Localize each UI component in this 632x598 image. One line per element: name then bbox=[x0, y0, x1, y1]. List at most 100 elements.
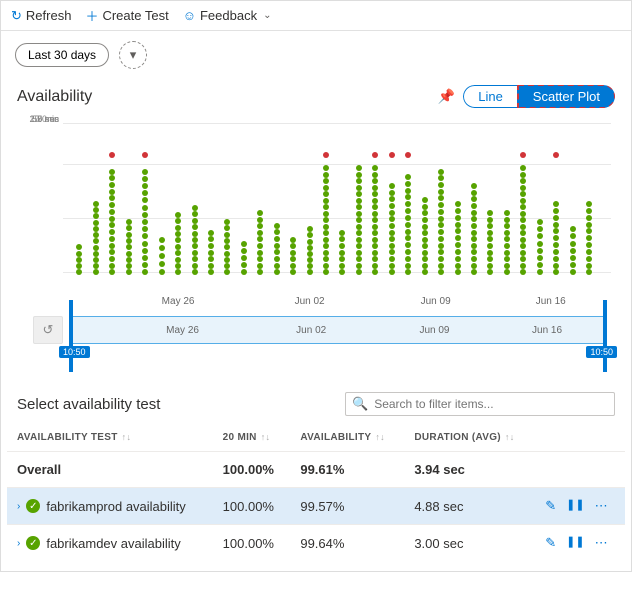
scatter-point[interactable] bbox=[487, 223, 493, 229]
scatter-point[interactable] bbox=[586, 242, 592, 248]
scatter-point[interactable] bbox=[109, 209, 115, 215]
scatter-point[interactable] bbox=[372, 243, 378, 249]
scatter-point-fail[interactable] bbox=[520, 152, 526, 158]
scatter-point[interactable] bbox=[290, 269, 296, 275]
scatter-point[interactable] bbox=[389, 216, 395, 222]
scatter-point[interactable] bbox=[356, 250, 362, 256]
scatter-point[interactable] bbox=[438, 263, 444, 269]
scatter-point[interactable] bbox=[192, 224, 198, 230]
scatter-point[interactable] bbox=[175, 231, 181, 237]
scatter-point[interactable] bbox=[455, 222, 461, 228]
scatter-point[interactable] bbox=[126, 257, 132, 263]
scatter-point[interactable] bbox=[175, 250, 181, 256]
scatter-point[interactable] bbox=[422, 197, 428, 203]
scatter-point[interactable] bbox=[175, 269, 181, 275]
scatter-point[interactable] bbox=[504, 236, 510, 242]
scatter-point[interactable] bbox=[224, 238, 230, 244]
scatter-point[interactable] bbox=[323, 204, 329, 210]
scatter-point[interactable] bbox=[93, 269, 99, 275]
scatter-point-fail[interactable] bbox=[142, 152, 148, 158]
scatter-point[interactable] bbox=[553, 201, 559, 207]
scatter-point[interactable] bbox=[93, 213, 99, 219]
scatter-point[interactable] bbox=[405, 181, 411, 187]
scatter-point[interactable] bbox=[405, 249, 411, 255]
scatter-point[interactable] bbox=[438, 229, 444, 235]
scatter-point[interactable] bbox=[175, 257, 181, 263]
scatter-point[interactable] bbox=[487, 250, 493, 256]
scatter-point[interactable] bbox=[487, 230, 493, 236]
scatter-point[interactable] bbox=[389, 263, 395, 269]
scatter-point[interactable] bbox=[570, 262, 576, 268]
scatter-point[interactable] bbox=[93, 226, 99, 232]
scatter-point[interactable] bbox=[208, 236, 214, 242]
pin-icon[interactable]: 📌 bbox=[438, 88, 455, 105]
scatter-point[interactable] bbox=[208, 256, 214, 262]
scatter-point[interactable] bbox=[553, 215, 559, 221]
scatter-point[interactable] bbox=[455, 242, 461, 248]
scatter-point[interactable] bbox=[142, 248, 148, 254]
scatter-point[interactable] bbox=[372, 165, 378, 171]
scatter-point[interactable] bbox=[323, 224, 329, 230]
scatter-point[interactable] bbox=[290, 263, 296, 269]
scatter-point[interactable] bbox=[192, 256, 198, 262]
scatter-point[interactable] bbox=[487, 269, 493, 275]
scatter-point[interactable] bbox=[455, 228, 461, 234]
scatter-point[interactable] bbox=[389, 230, 395, 236]
scatter-point[interactable] bbox=[356, 191, 362, 197]
scatter-point[interactable] bbox=[520, 211, 526, 217]
expand-icon[interactable]: › bbox=[17, 501, 20, 512]
scatter-point[interactable] bbox=[109, 182, 115, 188]
scatter-point[interactable] bbox=[520, 165, 526, 171]
scatter-point[interactable] bbox=[323, 178, 329, 184]
scatter-point[interactable] bbox=[323, 185, 329, 191]
scatter-point[interactable] bbox=[76, 269, 82, 275]
scatter-point[interactable] bbox=[389, 249, 395, 255]
scatter-point[interactable] bbox=[405, 242, 411, 248]
scatter-point[interactable] bbox=[356, 269, 362, 275]
scatter-point[interactable] bbox=[356, 211, 362, 217]
scatter-point[interactable] bbox=[570, 248, 576, 254]
scatter-point[interactable] bbox=[372, 185, 378, 191]
edit-icon[interactable]: ✎ bbox=[545, 535, 556, 551]
scatter-point[interactable] bbox=[126, 263, 132, 269]
scatter-point[interactable] bbox=[422, 250, 428, 256]
scatter-point[interactable] bbox=[274, 256, 280, 262]
scatter-point[interactable] bbox=[455, 256, 461, 262]
more-icon[interactable]: ⋯ bbox=[595, 535, 608, 551]
scatter-point[interactable] bbox=[208, 243, 214, 249]
more-icon[interactable]: ⋯ bbox=[595, 498, 608, 514]
scatter-point[interactable] bbox=[422, 204, 428, 210]
scatter-point[interactable] bbox=[339, 230, 345, 236]
scatter-point[interactable] bbox=[339, 250, 345, 256]
scatter-point[interactable] bbox=[241, 241, 247, 247]
scatter-point[interactable] bbox=[438, 169, 444, 175]
scatter-point[interactable] bbox=[175, 212, 181, 218]
scatter-point[interactable] bbox=[471, 203, 477, 209]
scatter-point[interactable] bbox=[520, 198, 526, 204]
scatter-point[interactable] bbox=[257, 230, 263, 236]
scatter-point[interactable] bbox=[257, 236, 263, 242]
scatter-point[interactable] bbox=[323, 250, 329, 256]
scatter-point-fail[interactable] bbox=[372, 152, 378, 158]
scatter-point[interactable] bbox=[307, 232, 313, 238]
scatter-point[interactable] bbox=[405, 263, 411, 269]
scatter-point[interactable] bbox=[389, 236, 395, 242]
scatter-point[interactable] bbox=[504, 250, 510, 256]
scatter-point[interactable] bbox=[126, 238, 132, 244]
scatter-point[interactable] bbox=[389, 269, 395, 275]
scatter-point-fail[interactable] bbox=[389, 152, 395, 158]
scatter-point[interactable] bbox=[142, 197, 148, 203]
scatter-point[interactable] bbox=[372, 250, 378, 256]
scatter-point[interactable] bbox=[504, 217, 510, 223]
scatter-point[interactable] bbox=[586, 222, 592, 228]
scatter-point[interactable] bbox=[224, 244, 230, 250]
scatter-point[interactable] bbox=[471, 256, 477, 262]
scatter-point[interactable] bbox=[422, 269, 428, 275]
scatter-point[interactable] bbox=[586, 256, 592, 262]
scatter-point[interactable] bbox=[175, 244, 181, 250]
scatter-point[interactable] bbox=[93, 238, 99, 244]
scatter-point[interactable] bbox=[109, 195, 115, 201]
scatter-point[interactable] bbox=[455, 249, 461, 255]
scatter-point-fail[interactable] bbox=[109, 152, 115, 158]
scatter-point[interactable] bbox=[586, 235, 592, 241]
